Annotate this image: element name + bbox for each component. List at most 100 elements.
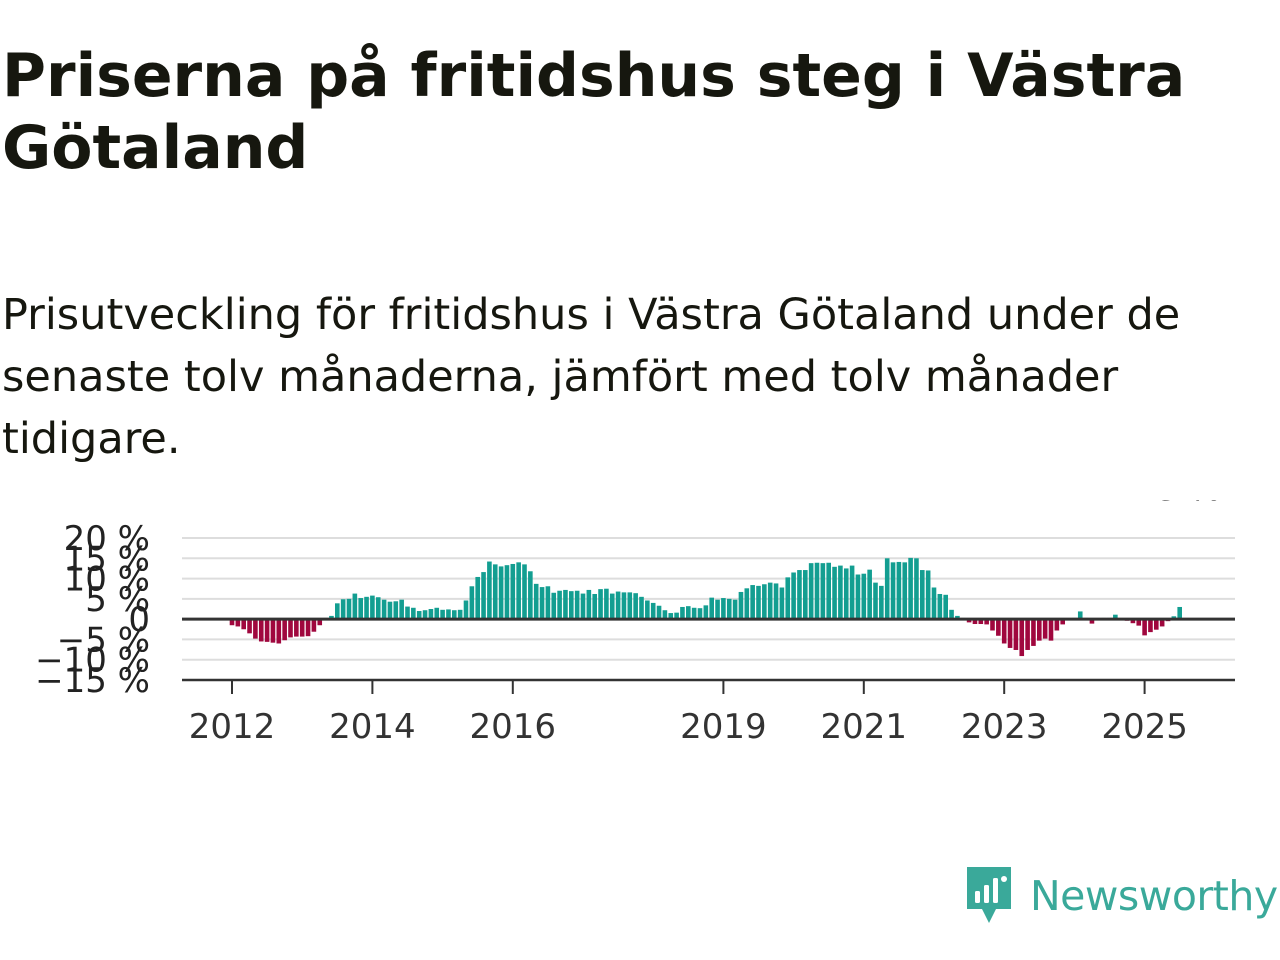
- bar: [890, 562, 896, 620]
- bar: [598, 589, 603, 620]
- y-tick-label: 0: [128, 600, 150, 640]
- bar: [416, 611, 422, 620]
- bar: [574, 590, 580, 620]
- bar: [1177, 606, 1182, 620]
- bar: [955, 615, 960, 620]
- bar: [516, 562, 521, 620]
- bar: [469, 586, 475, 620]
- bar: [276, 619, 282, 644]
- bar: [674, 612, 679, 620]
- bar: [492, 564, 498, 620]
- bar: [393, 601, 399, 620]
- bar: [481, 572, 486, 620]
- bar: [680, 606, 685, 620]
- y-tick-label: −10 %: [35, 641, 150, 681]
- bar: [551, 592, 557, 620]
- bar: [1159, 619, 1165, 627]
- bar: [686, 606, 691, 620]
- bar: [364, 596, 369, 620]
- bar: [1113, 614, 1118, 620]
- bar: [750, 585, 755, 620]
- x-tick-label: 2023: [961, 707, 1048, 747]
- bar: [996, 619, 1001, 636]
- x-tick-label: 2016: [470, 707, 557, 747]
- bar: [446, 609, 451, 620]
- bar: [972, 619, 978, 625]
- chart-title: Priserna på fritidshus steg i Västra Göt…: [2, 41, 1186, 183]
- bar: [843, 568, 849, 620]
- bar: [855, 574, 861, 620]
- bar: [428, 609, 434, 620]
- bar: [615, 591, 621, 620]
- bar: [288, 619, 293, 638]
- bar: [1048, 619, 1054, 641]
- bar: [826, 562, 831, 620]
- bar: [691, 607, 697, 620]
- bar: [914, 558, 919, 620]
- bar: [381, 599, 387, 620]
- bar: [463, 600, 469, 620]
- bar: [452, 610, 457, 620]
- bar: [820, 563, 826, 620]
- bar: [545, 586, 551, 620]
- bar: [411, 607, 416, 620]
- bar: [773, 583, 779, 620]
- bar: [504, 565, 510, 620]
- bar: [1013, 619, 1019, 650]
- bar: [609, 593, 615, 620]
- bar: [861, 573, 867, 620]
- bar: [797, 570, 802, 620]
- bar: [1019, 619, 1025, 657]
- bar: [867, 569, 872, 620]
- bar: [879, 585, 884, 620]
- bar: [253, 619, 258, 639]
- bar: [949, 609, 954, 620]
- bar: [399, 599, 404, 620]
- bar: [604, 588, 609, 620]
- bar: [639, 596, 644, 620]
- bar: [387, 601, 393, 620]
- bar: [1077, 611, 1083, 620]
- bar: [457, 609, 463, 620]
- bar: [299, 619, 305, 637]
- bar: [762, 584, 767, 620]
- bar: [832, 566, 837, 620]
- bar: [656, 605, 662, 620]
- y-tick-label: −15 %: [35, 661, 150, 701]
- bar: [235, 619, 241, 627]
- bar: [311, 619, 317, 632]
- bar: [621, 592, 627, 620]
- bar: [539, 587, 545, 620]
- bar: [317, 619, 323, 626]
- bar: [557, 590, 562, 620]
- bar: [838, 565, 843, 620]
- bar: [346, 598, 352, 620]
- bar: [908, 557, 913, 620]
- bar: [229, 619, 235, 626]
- x-tick-label: 2012: [189, 707, 276, 747]
- bar: [925, 570, 931, 620]
- bar: [814, 562, 820, 620]
- bar: [528, 571, 533, 620]
- bar: [668, 613, 674, 620]
- bar: [375, 597, 381, 620]
- bar: [662, 610, 668, 620]
- bar: [592, 593, 597, 620]
- bar: [744, 588, 750, 620]
- bar: [633, 593, 638, 620]
- x-tick-label: 2014: [329, 707, 416, 747]
- x-tick-label: 2019: [680, 707, 767, 747]
- bar: [1130, 619, 1136, 624]
- latest-value-annotation: 3 %: [1157, 500, 1222, 509]
- bar: [779, 587, 785, 620]
- bar: [943, 594, 948, 620]
- bar: [738, 591, 744, 620]
- bar: [1037, 619, 1042, 641]
- y-tick-label: 20 %: [64, 519, 150, 559]
- bar: [282, 619, 287, 641]
- bar: [258, 619, 264, 642]
- bar: [422, 610, 428, 620]
- bar: [580, 593, 586, 620]
- bar: [756, 585, 761, 620]
- y-tick-label: 5 %: [85, 580, 150, 620]
